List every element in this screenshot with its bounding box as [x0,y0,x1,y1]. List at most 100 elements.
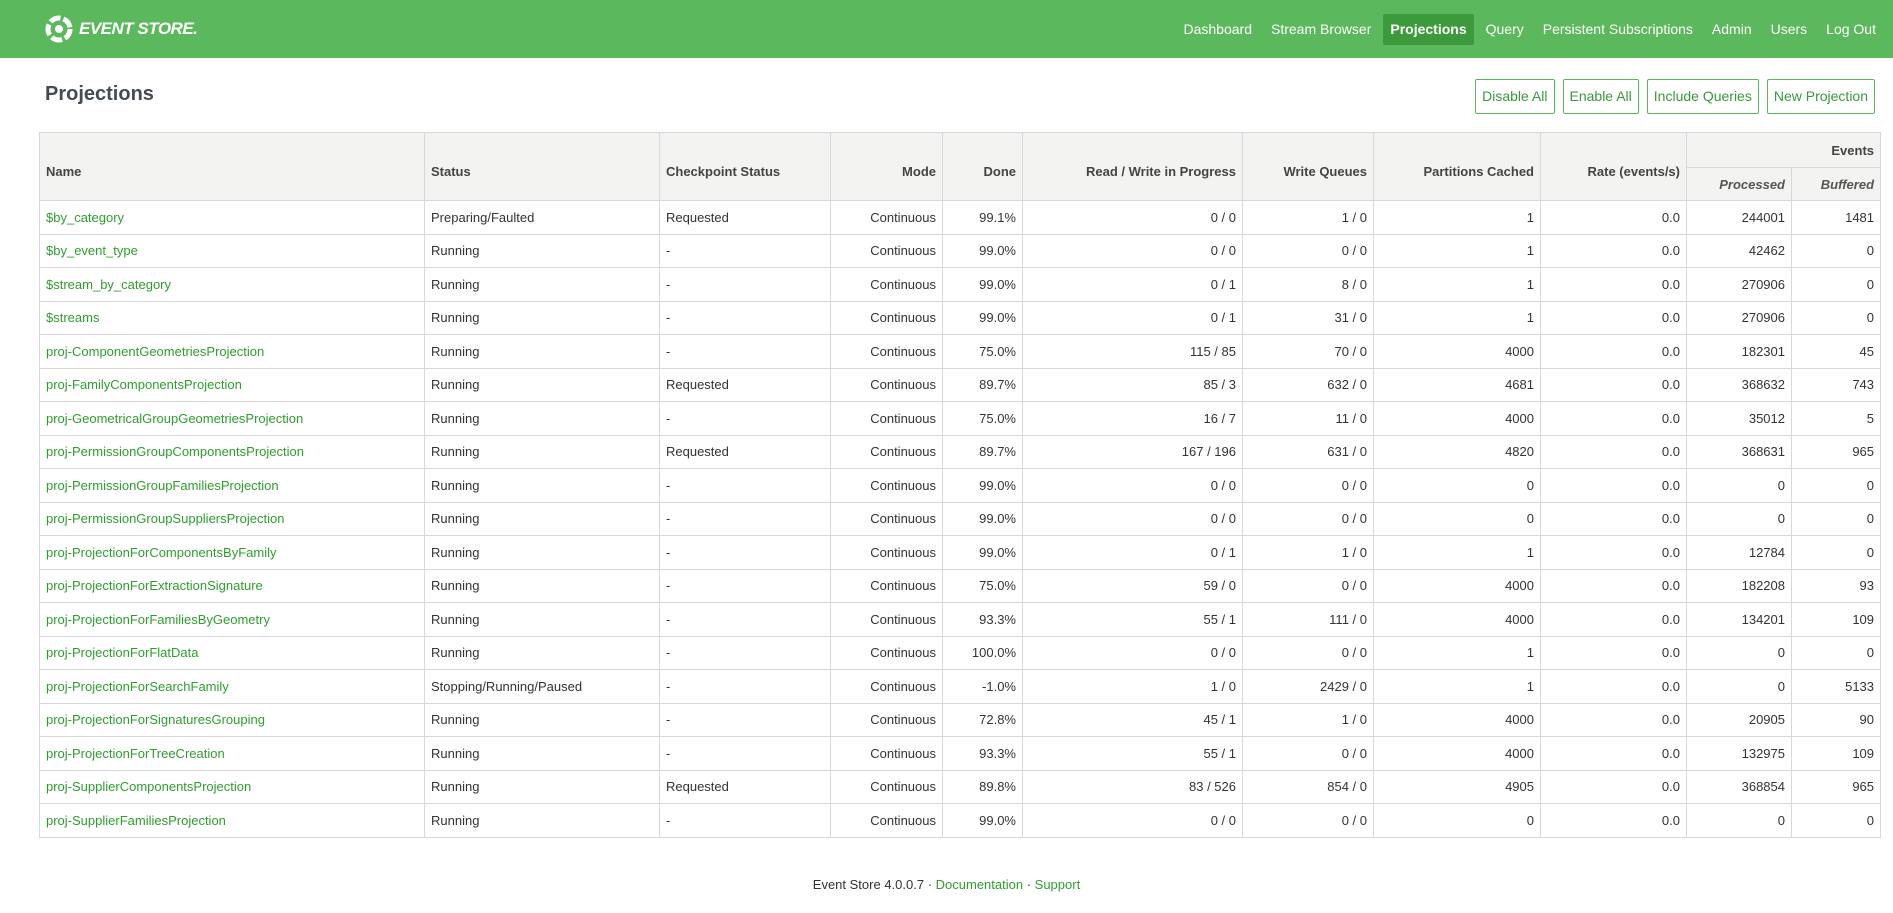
status-cell: Running [424,233,660,268]
projection-name-link[interactable]: proj-SupplierComponentsProjection [46,779,252,795]
partitions-cached-cell: 4681 [1373,367,1541,402]
write-queues-cell: 111 / 0 [1242,602,1374,637]
status-cell: Running [424,367,660,402]
projection-name-link[interactable]: proj-ProjectionForSignaturesGrouping [46,712,265,728]
status-cell: Running [424,501,660,536]
event-store-logo-icon [45,15,73,43]
done-cell: 75.0% [942,568,1023,603]
nav-item-admin[interactable]: Admin [1711,21,1752,37]
buffered-cell: 5 [1790,401,1882,436]
processed-cell: 132975 [1686,736,1792,771]
projection-name-link[interactable]: $by_event_type [46,243,138,259]
projection-name-link[interactable]: proj-ProjectionForComponentsByFamily [46,544,277,560]
buffered-cell: 109 [1790,602,1882,637]
status-cell: Running [424,334,660,369]
write-queues-cell: 2429 / 0 [1242,669,1374,704]
processed-cell: 270906 [1686,267,1792,302]
header-done[interactable]: Done [942,132,1023,201]
nav-item-projections[interactable]: Projections [1383,14,1474,45]
nav-item-dashboard[interactable]: Dashboard [1183,21,1253,37]
write-queues-cell: 0 / 0 [1242,635,1374,670]
done-cell: 72.8% [942,702,1023,737]
done-cell: 93.3% [942,602,1023,637]
projection-name-link[interactable]: proj-GeometricalGroupGeometriesProjectio… [46,410,304,426]
projection-row: proj-ComponentGeometriesProjection Runnin… [39,334,1882,369]
checkpoint-status-cell: Requested [659,200,831,235]
projection-row: proj-SupplierFamiliesProjection Running - C… [39,803,1882,838]
checkpoint-status-cell: - [659,535,831,570]
documentation-link[interactable]: Documentation [935,877,1024,892]
partitions-cached-cell: 4000 [1373,401,1541,436]
projection-name-link[interactable]: proj-ProjectionForSearchFamily [46,678,229,694]
write-queues-cell: 31 / 0 [1242,300,1374,335]
processed-cell: 0 [1686,468,1792,503]
status-cell: Running [424,468,660,503]
projection-name-link[interactable]: $stream_by_category [46,276,172,292]
nav-item-log-out[interactable]: Log Out [1826,21,1876,37]
projection-name-link[interactable]: proj-ProjectionForFlatData [46,645,199,661]
enable-all-button[interactable]: Enable All [1562,79,1639,114]
projection-name-link[interactable]: proj-ProjectionForFamiliesByGeometry [46,611,270,627]
mode-cell: Continuous [830,568,943,603]
projection-name-cell: proj-PermissionGroupComponentsProjection [39,434,425,469]
nav-item-query[interactable]: Query [1485,21,1524,37]
projection-name-link[interactable]: $by_category [46,209,125,225]
write-queues-cell: 11 / 0 [1242,401,1374,436]
projection-name-link[interactable]: proj-SupplierFamiliesProjection [46,812,226,828]
processed-cell: 0 [1686,669,1792,704]
header-partitions-cached[interactable]: Partitions Cached [1373,132,1541,201]
support-link[interactable]: Support [1034,877,1081,892]
write-queues-cell: 0 / 0 [1242,736,1374,771]
checkpoint-status-cell: Requested [659,769,831,804]
status-cell: Running [424,803,660,838]
include-queries-button[interactable]: Include Queries [1646,79,1759,114]
projection-name-link[interactable]: proj-PermissionGroupFamiliesProjection [46,477,279,493]
buffered-cell: 45 [1790,334,1882,369]
projection-name-cell: proj-SupplierComponentsProjection [39,769,425,804]
header-read-write-in-progress[interactable]: Read / Write in Progress [1022,132,1243,201]
footer-version: Event Store 4.0.0.7 [812,877,925,892]
projection-name-cell: proj-ProjectionForSearchFamily [39,669,425,704]
projection-name-link[interactable]: proj-FamilyComponentsProjection [46,377,242,393]
mode-cell: Continuous [830,669,943,704]
header-write-queues[interactable]: Write Queues [1242,132,1374,201]
event-store-logo[interactable]: EVENT STORE. [45,13,198,45]
projection-name-link[interactable]: proj-PermissionGroupComponentsProjection [46,444,304,460]
rate-cell: 0.0 [1540,367,1687,402]
disable-all-button[interactable]: Disable All [1475,79,1555,114]
buffered-cell: 0 [1790,803,1882,838]
new-projection-button[interactable]: New Projection [1766,79,1875,114]
projection-name-link[interactable]: proj-ComponentGeometriesProjection [46,343,265,359]
read-write-cell: 55 / 1 [1022,736,1243,771]
done-cell: 99.0% [942,468,1023,503]
top-navbar: EVENT STORE. Dashboard Stream Browser Proj… [0,0,1893,58]
header-checkpoint-status[interactable]: Checkpoint Status [659,132,831,201]
mode-cell: Continuous [830,401,943,436]
processed-cell: 182301 [1686,334,1792,369]
nav-item-stream-browser[interactable]: Stream Browser [1271,21,1372,37]
processed-cell: 42462 [1686,233,1792,268]
processed-cell: 0 [1686,635,1792,670]
checkpoint-status-cell: - [659,736,831,771]
header-rate[interactable]: Rate (events/s) [1540,132,1687,201]
projection-name-link[interactable]: $streams [46,310,100,326]
header-name[interactable]: Name [39,132,425,201]
projection-name-link[interactable]: proj-PermissionGroupSuppliersProjection [46,511,285,527]
partitions-cached-cell: 1 [1373,267,1541,302]
projection-row: proj-SupplierComponentsProjection Running… [39,769,1882,804]
header-processed[interactable]: Processed [1686,167,1792,201]
read-write-cell: 0 / 0 [1022,468,1243,503]
checkpoint-status-cell: - [659,669,831,704]
header-mode[interactable]: Mode [830,132,943,201]
nav-item-users[interactable]: Users [1770,21,1808,37]
buffered-cell: 0 [1790,501,1882,536]
processed-cell: 244001 [1686,200,1792,235]
partitions-cached-cell: 1 [1373,669,1541,704]
header-status[interactable]: Status [424,132,660,201]
header-buffered[interactable]: Buffered [1790,167,1882,201]
projection-name-link[interactable]: proj-ProjectionForTreeCreation [46,745,225,761]
write-queues-cell: 0 / 0 [1242,803,1374,838]
done-cell: 89.7% [942,367,1023,402]
projection-name-link[interactable]: proj-ProjectionForExtractionSignature [46,578,263,594]
nav-item-persistent-subscriptions[interactable]: Persistent Subscriptions [1542,21,1693,37]
